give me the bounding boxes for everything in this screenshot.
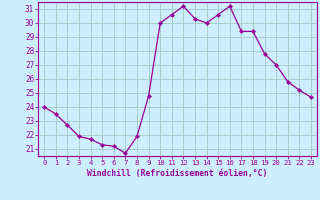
X-axis label: Windchill (Refroidissement éolien,°C): Windchill (Refroidissement éolien,°C) (87, 169, 268, 178)
